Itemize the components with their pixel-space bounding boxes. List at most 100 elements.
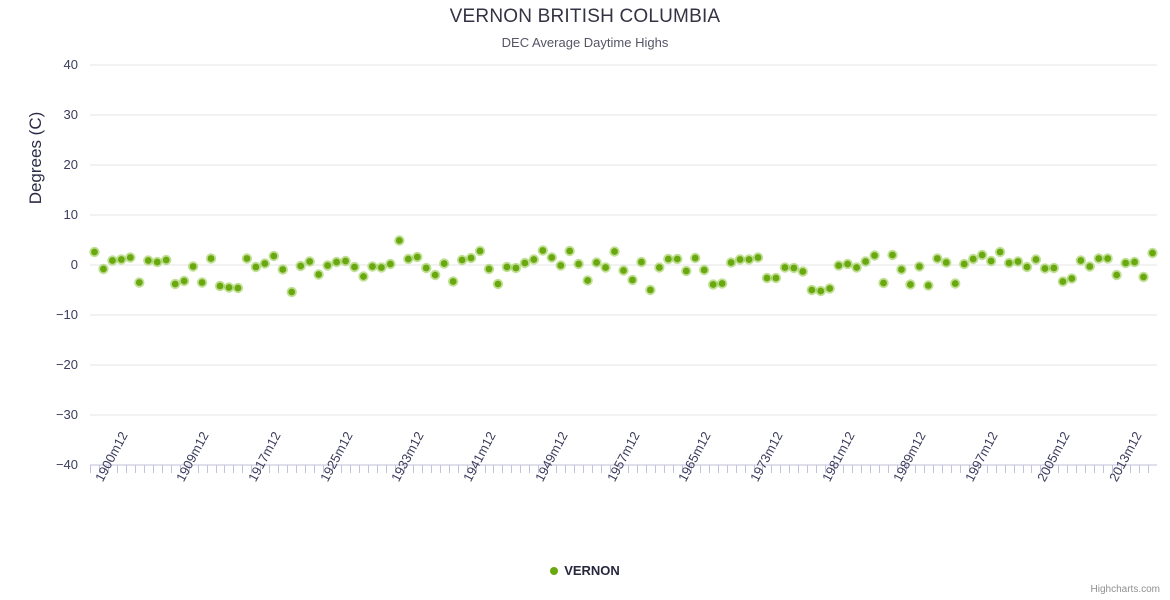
data-point[interactable] (1140, 273, 1147, 281)
data-point[interactable] (736, 256, 744, 263)
data-point[interactable] (485, 265, 493, 273)
data-point[interactable] (306, 258, 314, 265)
data-point[interactable] (297, 262, 305, 270)
data-point[interactable] (880, 279, 887, 287)
data-point[interactable] (835, 262, 843, 269)
data-point[interactable] (100, 265, 107, 273)
data-point[interactable] (933, 255, 941, 262)
data-point[interactable] (808, 286, 816, 294)
data-point[interactable] (288, 288, 296, 296)
data-point[interactable] (1023, 263, 1031, 271)
data-point[interactable] (171, 280, 179, 288)
data-point[interactable] (1095, 255, 1103, 262)
data-point[interactable] (602, 264, 609, 271)
data-point[interactable] (378, 264, 385, 271)
data-point[interactable] (135, 279, 143, 286)
data-point[interactable] (431, 271, 439, 279)
data-point[interactable] (198, 279, 206, 286)
data-point[interactable] (682, 267, 690, 275)
data-point[interactable] (539, 247, 547, 254)
data-point[interactable] (252, 263, 260, 271)
data-point[interactable] (655, 264, 663, 271)
data-point[interactable] (369, 263, 376, 270)
data-point[interactable] (844, 260, 852, 268)
legend-item-vernon[interactable]: VERNON (550, 562, 620, 578)
data-point[interactable] (817, 287, 825, 295)
data-point[interactable] (871, 252, 878, 259)
data-point[interactable] (781, 264, 789, 271)
data-point[interactable] (584, 277, 592, 284)
data-point[interactable] (351, 263, 358, 271)
data-point[interactable] (718, 280, 726, 287)
data-point[interactable] (315, 271, 323, 278)
data-point[interactable] (1059, 278, 1067, 285)
data-point[interactable] (91, 248, 98, 256)
data-point[interactable] (898, 266, 905, 273)
data-point[interactable] (664, 255, 672, 263)
data-point[interactable] (458, 256, 466, 264)
data-point[interactable] (422, 264, 430, 272)
data-point[interactable] (889, 251, 896, 259)
data-point[interactable] (494, 280, 502, 288)
data-point[interactable] (449, 278, 457, 285)
data-point[interactable] (915, 263, 923, 270)
data-point[interactable] (960, 260, 968, 268)
data-point[interactable] (162, 256, 170, 264)
data-point[interactable] (691, 254, 699, 262)
data-point[interactable] (862, 258, 869, 265)
data-point[interactable] (924, 282, 932, 289)
data-point[interactable] (395, 237, 403, 244)
data-point[interactable] (978, 251, 986, 259)
data-point[interactable] (189, 263, 197, 270)
data-point[interactable] (709, 281, 717, 288)
data-point[interactable] (727, 259, 735, 266)
data-point[interactable] (629, 276, 636, 284)
data-point[interactable] (951, 280, 959, 287)
data-point[interactable] (593, 259, 601, 266)
data-point[interactable] (790, 264, 798, 272)
data-point[interactable] (109, 257, 116, 264)
data-point[interactable] (969, 255, 977, 263)
data-point[interactable] (700, 266, 708, 274)
data-point[interactable] (646, 286, 654, 294)
data-point[interactable] (413, 253, 421, 261)
data-point[interactable] (772, 274, 780, 282)
data-point[interactable] (620, 267, 627, 274)
data-point[interactable] (225, 284, 233, 291)
data-point[interactable] (279, 266, 287, 273)
data-point[interactable] (144, 257, 152, 264)
data-point[interactable] (512, 264, 520, 272)
data-point[interactable] (853, 264, 861, 271)
data-point[interactable] (476, 247, 484, 255)
data-point[interactable] (467, 254, 475, 262)
data-point[interactable] (530, 256, 538, 263)
data-point[interactable] (1041, 265, 1049, 272)
data-point[interactable] (386, 260, 394, 268)
data-point[interactable] (126, 254, 134, 261)
data-point[interactable] (503, 263, 511, 271)
data-point[interactable] (1122, 259, 1130, 267)
data-point[interactable] (1050, 264, 1058, 272)
data-point[interactable] (1086, 263, 1094, 270)
data-point[interactable] (207, 255, 215, 262)
data-point[interactable] (404, 255, 412, 263)
data-point[interactable] (996, 248, 1004, 256)
data-point[interactable] (324, 262, 332, 269)
data-point[interactable] (763, 274, 771, 282)
data-point[interactable] (1131, 258, 1138, 266)
data-point[interactable] (1113, 271, 1121, 279)
data-point[interactable] (1068, 275, 1076, 282)
data-point[interactable] (1149, 249, 1156, 257)
data-point[interactable] (566, 247, 574, 255)
data-point[interactable] (987, 257, 995, 265)
data-point[interactable] (826, 285, 834, 292)
data-point[interactable] (557, 262, 565, 269)
data-point[interactable] (754, 254, 762, 261)
data-point[interactable] (342, 257, 349, 265)
data-point[interactable] (333, 258, 340, 266)
data-point[interactable] (234, 284, 242, 292)
data-point[interactable] (1014, 258, 1022, 265)
data-point[interactable] (1077, 257, 1085, 264)
data-point[interactable] (440, 260, 448, 267)
data-point[interactable] (745, 256, 753, 263)
